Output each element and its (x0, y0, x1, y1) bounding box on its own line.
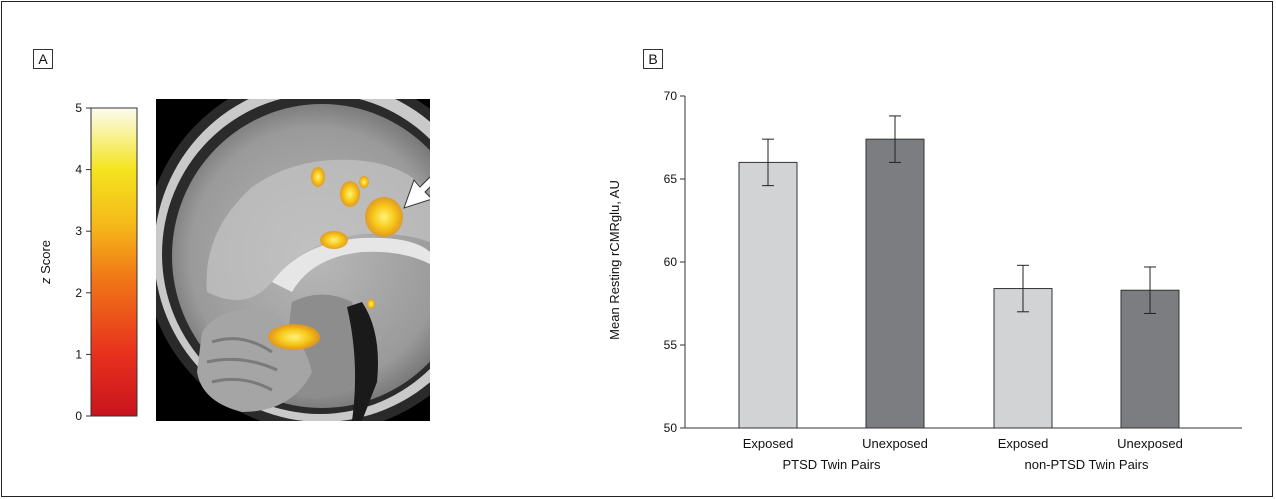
x-tick-label: Unexposed (862, 436, 928, 451)
bars (738, 115, 1180, 429)
panel-a-label: A (33, 49, 53, 69)
y-tick-label: 65 (664, 172, 678, 186)
brain-scan-image (156, 99, 430, 421)
group-label: non-PTSD Twin Pairs (1024, 457, 1149, 472)
colorbar-tick-label: 4 (75, 163, 82, 177)
activation-blob-main (365, 197, 403, 237)
y-tick-label: 55 (664, 338, 678, 352)
colorbar-ticks: 0 1 2 3 4 5 (75, 101, 91, 423)
bar (865, 138, 925, 429)
x-tick-label: Exposed (998, 436, 1049, 451)
colorbar-tick-label: 3 (75, 224, 82, 238)
x-tick-label: Unexposed (1117, 436, 1183, 451)
activation-blob (311, 167, 325, 187)
colorbar-label: z Score (38, 240, 53, 285)
activation-blob (268, 324, 320, 350)
corpus-callosum (272, 237, 430, 292)
x-axis: Exposed Unexposed Exposed Unexposed PTSD Twi… (685, 427, 1242, 472)
panel-b-label: B (643, 49, 663, 69)
colorbar-tick-label: 0 (75, 409, 82, 423)
activation-blob (359, 176, 369, 188)
colorbar-tick-label: 1 (75, 347, 82, 361)
group-label: PTSD Twin Pairs (782, 457, 881, 472)
x-tick-label: Exposed (743, 436, 794, 451)
y-axis-label: Mean Resting rCMRglu, AU (607, 180, 622, 340)
y-axis: 50 55 60 65 70 (664, 89, 686, 435)
bar (738, 161, 798, 429)
y-tick-label: 60 (664, 255, 678, 269)
colorbar-tick-label: 5 (75, 101, 82, 115)
activation-blob (320, 231, 348, 249)
activation-blob (340, 181, 360, 207)
activation-blob (367, 299, 375, 309)
y-tick-label: 50 (664, 421, 678, 435)
colorbar-tick-label: 2 (75, 286, 82, 300)
colorbar (90, 107, 138, 417)
y-tick-label: 70 (664, 89, 678, 103)
panel-a: 0 1 2 3 4 5 z Score (38, 99, 430, 423)
arrow-icon (403, 176, 430, 209)
